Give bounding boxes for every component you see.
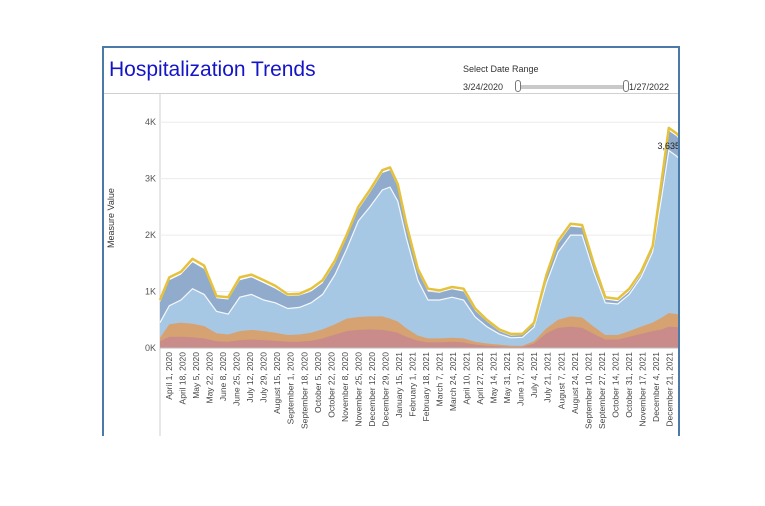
- header-divider: [104, 93, 678, 94]
- x-tick-label: March 7, 2021: [435, 352, 445, 407]
- x-tick-label: September 10, 2021: [583, 352, 593, 429]
- x-tick-label: May 31, 2021: [502, 352, 512, 404]
- x-tick-label: June 25, 2020: [232, 352, 242, 406]
- x-tick-label: June 17, 2021: [516, 352, 526, 406]
- x-tick-label: July 4, 2021: [529, 352, 539, 398]
- x-tick-label: April 27, 2021: [475, 352, 485, 405]
- x-tick-label: May 5, 2020: [191, 352, 201, 399]
- data-label: 3,635: [657, 141, 678, 151]
- y-tick-label: 4K: [145, 117, 156, 127]
- x-tick-label: November 25, 2020: [353, 352, 363, 427]
- x-tick-label: October 22, 2020: [326, 352, 336, 418]
- x-tick-label: December 21, 2021: [665, 352, 675, 427]
- x-tick-label: April 10, 2021: [462, 352, 472, 405]
- x-tick-label: November 17, 2021: [637, 352, 647, 427]
- y-tick-label: 3K: [145, 174, 156, 184]
- series-area-icu-band: [160, 150, 678, 348]
- date-range-start: 3/24/2020: [463, 82, 504, 92]
- series-line-confirmed: [159, 149, 678, 339]
- x-tick-label: April 1, 2020: [164, 352, 174, 400]
- x-tick-label: January 15, 2021: [394, 352, 404, 418]
- x-tick-label: September 18, 2020: [299, 352, 309, 429]
- x-tick-label: June 8, 2020: [218, 352, 228, 401]
- x-tick-label: August 7, 2021: [556, 352, 566, 409]
- x-tick-label: October 5, 2020: [313, 352, 323, 413]
- x-tick-label: November 8, 2020: [340, 352, 350, 422]
- x-tick-label: September 1, 2020: [286, 352, 296, 425]
- x-tick-label: May 14, 2021: [489, 352, 499, 404]
- date-range-filter: Select Date Range 3/24/2020 1/27/2022: [449, 64, 678, 100]
- dashboard-panel: Hospitalization Trends Select Date Range…: [102, 46, 680, 436]
- y-tick-label: 0K: [145, 343, 156, 353]
- x-tick-label: December 12, 2020: [367, 352, 377, 427]
- x-tick-label: August 24, 2021: [570, 352, 580, 414]
- x-tick-label: April 18, 2020: [178, 352, 188, 405]
- x-tick-label: July 29, 2020: [259, 352, 269, 403]
- x-tick-label: September 27, 2021: [597, 352, 607, 429]
- hospitalization-chart: 0K 1K 2K 3K 4K 3,635 April 1, 2020 April 18, 20…: [145, 94, 678, 436]
- x-tick-label: February 1, 2021: [408, 352, 418, 417]
- date-range-end-handle[interactable]: [623, 80, 629, 92]
- series-area-icu-suspected-band: [160, 326, 678, 348]
- y-tick-label: 2K: [145, 230, 156, 240]
- series-line-total: [158, 126, 678, 336]
- x-tick-label: October 31, 2021: [624, 352, 634, 418]
- date-range-start-handle[interactable]: [515, 80, 521, 92]
- x-tick-label: December 4, 2021: [651, 352, 661, 422]
- x-tick-label: December 29, 2020: [380, 352, 390, 427]
- x-tick-label: May 22, 2020: [205, 352, 215, 404]
- x-tick-label: February 18, 2021: [421, 352, 431, 422]
- date-range-label: Select Date Range: [463, 64, 539, 74]
- date-range-track[interactable]: [519, 85, 625, 89]
- page-title: Hospitalization Trends: [109, 58, 316, 81]
- date-range-end: 1/27/2022: [629, 82, 670, 92]
- x-tick-label: August 15, 2020: [272, 352, 282, 414]
- x-tick-label: October 14, 2021: [610, 352, 620, 418]
- y-tick-label: 1K: [145, 287, 156, 297]
- x-tick-label: July 12, 2020: [245, 352, 255, 403]
- x-tick-label: July 21, 2021: [543, 352, 553, 403]
- x-tick-label: March 24, 2021: [448, 352, 458, 411]
